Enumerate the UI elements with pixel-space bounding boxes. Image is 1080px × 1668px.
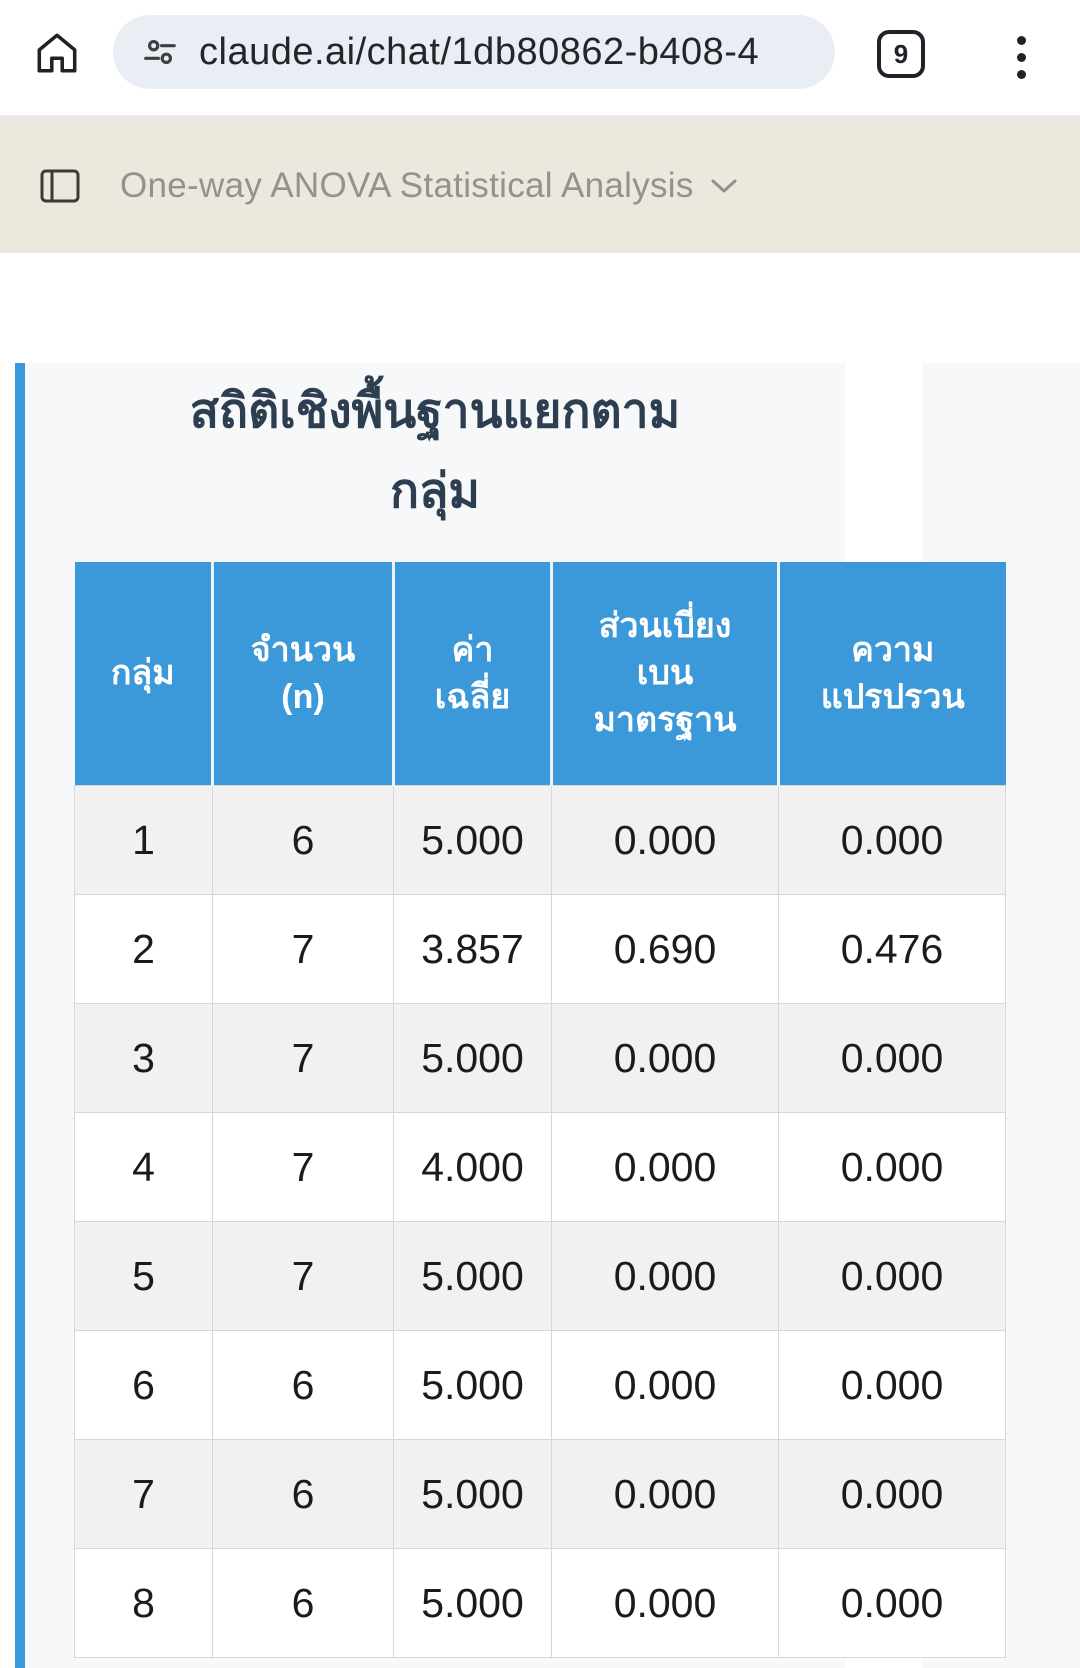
table-cell: 0.000 <box>778 1330 1006 1440</box>
table-row: 2 7 3.857 0.690 0.476 <box>74 894 1006 1004</box>
table-cell: 3.857 <box>393 894 552 1004</box>
report-title: สถิติเชิงพื้นฐานแยกตาม กลุ่ม <box>189 385 681 518</box>
table-cell: 0.000 <box>778 1003 1006 1113</box>
table-cell: 7 <box>212 894 394 1004</box>
column-header-n: จำนวน (n) <box>211 562 394 786</box>
table-cell: 6 <box>212 1439 394 1549</box>
table-cell: 8 <box>74 1548 213 1658</box>
home-button[interactable] <box>30 26 84 80</box>
conversation-title-dropdown[interactable]: One-way ANOVA Statistical Analysis <box>120 166 738 206</box>
group-statistics-table: กลุ่ม จำนวน (n) ค่า เฉลี่ย ส่วนเบี่ยง เบ… <box>74 562 1006 1658</box>
browser-toolbar: claude.ai/chat/1db80862-b408-4 9 <box>0 0 1080 118</box>
url-text: claude.ai/chat/1db80862-b408-4 <box>199 30 760 73</box>
table-row: 4 7 4.000 0.000 0.000 <box>74 1112 1006 1222</box>
table-cell: 2 <box>74 894 213 1004</box>
table-cell: 0.000 <box>551 1548 779 1658</box>
sidebar-icon <box>40 169 80 203</box>
table-header: กลุ่ม จำนวน (n) ค่า เฉลี่ย ส่วนเบี่ยง เบ… <box>74 562 1006 786</box>
table-cell: 0.000 <box>778 1548 1006 1658</box>
table-cell: 0.690 <box>551 894 779 1004</box>
table-cell: 5.000 <box>393 1330 552 1440</box>
table-cell: 6 <box>212 1330 394 1440</box>
chat-header: One-way ANOVA Statistical Analysis <box>0 118 1080 253</box>
table-cell: 7 <box>212 1221 394 1331</box>
table-cell: 6 <box>74 1330 213 1440</box>
column-header-sd: ส่วนเบี่ยง เบน มาตรฐาน <box>550 562 779 786</box>
tab-count: 9 <box>893 38 909 69</box>
table-cell: 6 <box>212 1548 394 1658</box>
table-cell: 7 <box>74 1439 213 1549</box>
column-header-variance: ความ แปรปรวน <box>777 562 1006 786</box>
table-cell: 0.000 <box>551 1439 779 1549</box>
browser-menu-button[interactable] <box>1003 27 1039 87</box>
table-cell: 0.000 <box>778 1112 1006 1222</box>
page-info-icon[interactable] <box>141 33 179 71</box>
table-cell: 4 <box>74 1112 213 1222</box>
table-cell: 0.000 <box>778 1439 1006 1549</box>
table-row: 5 7 5.000 0.000 0.000 <box>74 1221 1006 1331</box>
table-cell: 5.000 <box>393 1439 552 1549</box>
table-row: 6 6 5.000 0.000 0.000 <box>74 1330 1006 1440</box>
table-cell: 3 <box>74 1003 213 1113</box>
accent-bar <box>15 363 25 1668</box>
table-cell: 5.000 <box>393 1221 552 1331</box>
table-cell: 5 <box>74 1221 213 1331</box>
table-cell: 0.000 <box>551 1112 779 1222</box>
table-cell: 0.000 <box>551 1330 779 1440</box>
table-cell: 5.000 <box>393 785 552 895</box>
chevron-down-icon <box>710 177 738 195</box>
table-cell: 0.000 <box>778 785 1006 895</box>
table-cell: 5.000 <box>393 1548 552 1658</box>
table-cell: 6 <box>212 785 394 895</box>
artifact-toolbar <box>0 253 1080 593</box>
table-cell: 7 <box>212 1112 394 1222</box>
column-header-mean: ค่า เฉลี่ย <box>392 562 552 786</box>
table-cell: 0.476 <box>778 894 1006 1004</box>
column-header-group: กลุ่ม <box>74 562 213 786</box>
sidebar-toggle-button[interactable] <box>40 169 80 203</box>
conversation-title: One-way ANOVA Statistical Analysis <box>120 165 694 205</box>
table-row: 1 6 5.000 0.000 0.000 <box>74 785 1006 895</box>
table-cell: 5.000 <box>393 1003 552 1113</box>
table-row: 8 6 5.000 0.000 0.000 <box>74 1548 1006 1658</box>
table-cell: 1 <box>74 785 213 895</box>
url-bar[interactable]: claude.ai/chat/1db80862-b408-4 <box>113 15 835 89</box>
table-cell: 0.000 <box>551 785 779 895</box>
table-cell: 0.000 <box>778 1221 1006 1331</box>
table-cell: 0.000 <box>551 1003 779 1113</box>
tab-switcher-button[interactable]: 9 <box>877 30 925 78</box>
table-row: 7 6 5.000 0.000 0.000 <box>74 1439 1006 1549</box>
home-icon <box>32 28 82 78</box>
table-cell: 0.000 <box>551 1221 779 1331</box>
table-row: 3 7 5.000 0.000 0.000 <box>74 1003 1006 1113</box>
table-cell: 4.000 <box>393 1112 552 1222</box>
table-cell: 7 <box>212 1003 394 1113</box>
